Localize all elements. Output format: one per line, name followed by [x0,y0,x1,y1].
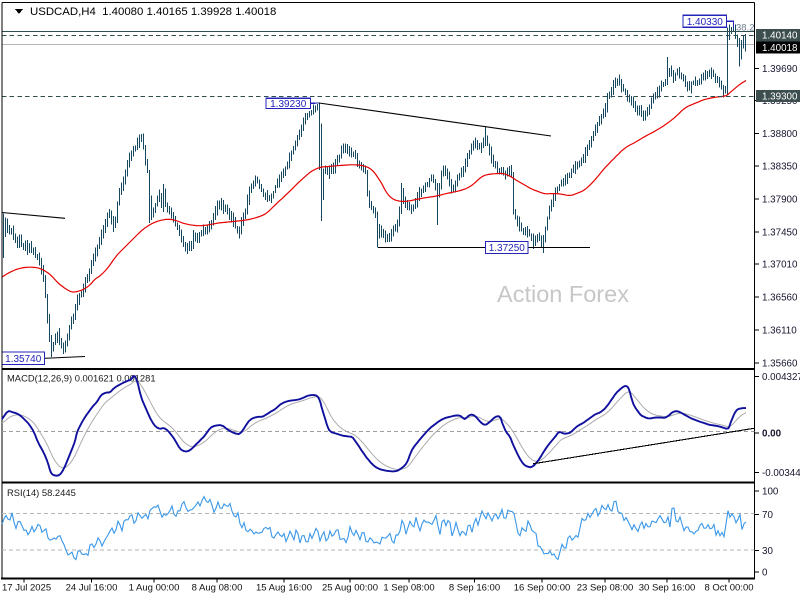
svg-text:24 Jul 16:00: 24 Jul 16:00 [66,583,118,594]
svg-text:1.40330: 1.40330 [687,17,724,28]
svg-text:38.2: 38.2 [736,23,755,34]
svg-text:8 Sep 16:00: 8 Sep 16:00 [449,583,500,594]
svg-text:1.36110: 1.36110 [762,325,797,336]
svg-text:-0.003444: -0.003444 [762,468,800,479]
svg-text:1.39230: 1.39230 [270,99,307,110]
svg-text:30: 30 [762,546,773,557]
svg-text:16 Sep 00:00: 16 Sep 00:00 [514,583,571,594]
svg-text:RSI(14) 58.2445: RSI(14) 58.2445 [7,487,76,498]
svg-text:1.36560: 1.36560 [762,293,798,304]
svg-text:25 Aug 00:00: 25 Aug 00:00 [322,583,378,594]
svg-text:0: 0 [762,567,768,578]
svg-text:100: 100 [762,487,779,498]
svg-text:1.38350: 1.38350 [762,162,798,173]
svg-text:8 Oct 00:00: 8 Oct 00:00 [704,583,753,594]
svg-text:70: 70 [762,510,773,521]
svg-text:1.38800: 1.38800 [762,129,798,140]
svg-text:Action Forex: Action Forex [497,281,629,307]
svg-text:0.004327: 0.004327 [762,372,800,383]
svg-text:USDCAD,H4 1.40080 1.40165 1.3: USDCAD,H4 1.40080 1.40165 1.39928 1.4001… [30,6,276,18]
svg-text:1.39690: 1.39690 [762,64,798,75]
svg-text:MACD(12,26,9) 0.001621 0.00128: MACD(12,26,9) 0.001621 0.001281 [7,373,156,384]
svg-text:1 Sep 08:00: 1 Sep 08:00 [383,583,434,594]
svg-text:1.40140: 1.40140 [762,31,798,42]
svg-text:1.35740: 1.35740 [5,354,42,365]
svg-text:17 Jul 2025: 17 Jul 2025 [2,583,51,594]
svg-text:1.39300: 1.39300 [762,92,798,103]
svg-text:1.37900: 1.37900 [762,195,798,206]
svg-text:23 Sep 08:00: 23 Sep 08:00 [577,583,634,594]
svg-text:8 Aug 08:00: 8 Aug 08:00 [192,583,243,594]
svg-text:15 Aug 16:00: 15 Aug 16:00 [256,583,312,594]
svg-text:1.35660: 1.35660 [762,358,798,369]
svg-text:0.00: 0.00 [762,429,782,440]
svg-text:1.37250: 1.37250 [489,243,526,254]
svg-text:1.37450: 1.37450 [762,227,798,238]
svg-text:1 Aug 00:00: 1 Aug 00:00 [129,583,180,594]
svg-text:1.40018: 1.40018 [762,43,798,54]
svg-text:1.37010: 1.37010 [762,260,798,271]
svg-text:30 Sep 16:00: 30 Sep 16:00 [639,583,696,594]
